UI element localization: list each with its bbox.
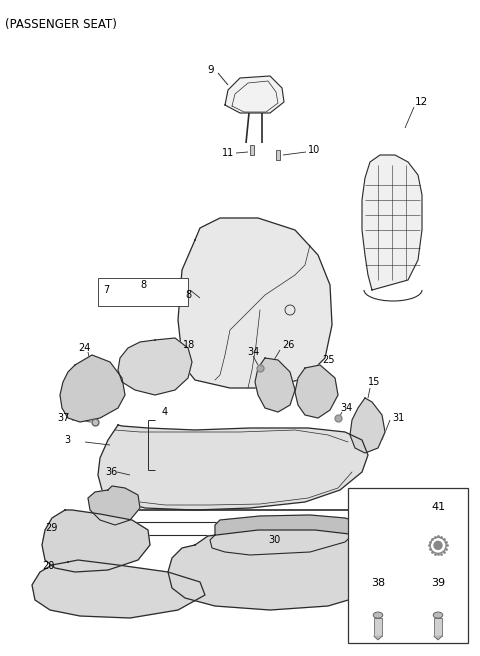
Text: 37: 37 [58, 413, 70, 423]
Text: 29: 29 [46, 523, 58, 533]
Polygon shape [60, 355, 125, 422]
Bar [348, 488, 468, 643]
Polygon shape [118, 338, 192, 395]
Text: 12: 12 [415, 97, 428, 107]
Text: 8: 8 [140, 280, 146, 290]
Text: 3: 3 [64, 435, 70, 445]
Ellipse shape [433, 612, 443, 618]
Text: 26: 26 [282, 340, 294, 350]
Text: 7: 7 [103, 285, 109, 295]
Polygon shape [32, 560, 205, 618]
Text: 36: 36 [105, 467, 117, 477]
Text: 24: 24 [78, 343, 90, 353]
Polygon shape [88, 486, 140, 525]
Text: 39: 39 [431, 577, 445, 588]
Polygon shape [42, 510, 150, 572]
Text: 15: 15 [368, 377, 380, 387]
Text: 41: 41 [431, 502, 445, 512]
Text: 30: 30 [268, 535, 280, 545]
Text: 38: 38 [371, 577, 385, 588]
Bar [250, 145, 254, 155]
Bar [434, 618, 442, 636]
Polygon shape [178, 218, 332, 388]
Polygon shape [225, 76, 284, 113]
Bar [276, 150, 280, 160]
Text: 11: 11 [222, 148, 234, 158]
Polygon shape [210, 515, 358, 555]
Polygon shape [295, 365, 338, 418]
Text: 25: 25 [322, 355, 335, 365]
Text: 31: 31 [392, 413, 404, 423]
Text: 34: 34 [247, 347, 259, 357]
Text: 10: 10 [308, 145, 320, 155]
Circle shape [434, 541, 442, 549]
Polygon shape [362, 155, 422, 290]
Text: 8: 8 [186, 290, 192, 300]
Polygon shape [434, 636, 442, 640]
Polygon shape [374, 636, 382, 640]
Polygon shape [350, 398, 385, 453]
Polygon shape [255, 358, 295, 412]
Ellipse shape [373, 612, 383, 618]
Text: 18: 18 [183, 340, 195, 350]
Text: 9: 9 [207, 65, 214, 75]
Bar [98, 278, 188, 306]
Text: (PASSENGER SEAT): (PASSENGER SEAT) [5, 18, 117, 31]
Text: 20: 20 [43, 561, 55, 571]
Bar [374, 618, 382, 636]
Polygon shape [98, 425, 368, 510]
Text: 34: 34 [340, 403, 352, 413]
Polygon shape [168, 530, 382, 610]
Text: 4: 4 [162, 407, 168, 417]
